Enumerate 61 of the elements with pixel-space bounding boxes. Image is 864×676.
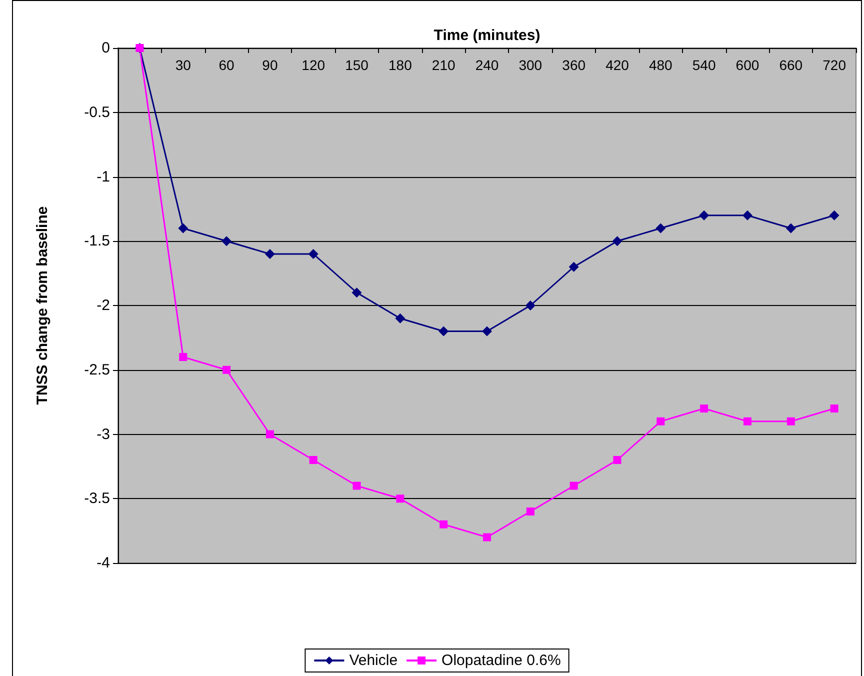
point [525,300,536,310]
point [743,417,752,426]
x-tick-label: 420 [606,57,630,73]
x-tick-label: 30 [175,57,192,73]
point [656,417,665,426]
y-axis-title: TNSS change from baseline [34,206,51,405]
point [699,210,710,220]
point [309,456,318,464]
point [786,223,796,234]
x-tick-label: 540 [692,57,716,73]
point [568,262,579,272]
y-tick-label: -3.5 [84,490,110,508]
point [266,430,274,438]
x-tick-label: 240 [475,57,499,73]
point [178,223,188,234]
point [438,326,449,336]
point [222,366,231,374]
y-tick-label: -4 [96,554,110,572]
point [352,482,361,490]
x-tick-label: 660 [779,57,803,73]
point [613,456,622,464]
x-tick-label: 480 [648,57,673,73]
point [656,223,666,234]
y-tick-label: -0.5 [84,104,110,121]
point [352,288,362,298]
x-tick-label: 600 [736,57,760,73]
point [570,482,578,490]
point [526,508,534,516]
y-tick-label: -1.5 [84,232,110,250]
point [742,210,752,220]
point [482,326,492,336]
point [395,313,406,324]
point [483,533,491,542]
x-tick-label: 90 [262,57,278,73]
y-tick-label: -2.5 [84,361,110,378]
x-tick-label: 300 [518,57,542,73]
x-tick-label: 60 [218,57,235,73]
point [264,249,275,259]
legend-label: Olopatadine 0.6% [442,652,561,669]
point [700,404,708,412]
y-tick-label: -1 [96,168,110,186]
point [179,353,188,361]
x-tick-label: 360 [562,57,586,73]
y-tick-label: -3 [96,426,110,443]
legend-label: Vehicle [349,652,398,669]
point [830,404,838,412]
y-tick-label: 0 [102,40,110,56]
x-tick-label: 120 [302,57,326,73]
x-tick-label: 720 [822,57,846,73]
point [222,236,232,246]
x-tick-label: 210 [432,57,456,73]
point [829,210,840,220]
point [308,249,318,259]
y-tick-label: -2 [96,297,110,314]
point [440,520,448,528]
point [612,236,622,246]
x-tick-label: 180 [388,57,412,73]
point [786,417,795,426]
x-axis-title: Time (minutes) [434,27,540,44]
x-tick-label: 150 [345,57,369,73]
point [396,494,404,503]
